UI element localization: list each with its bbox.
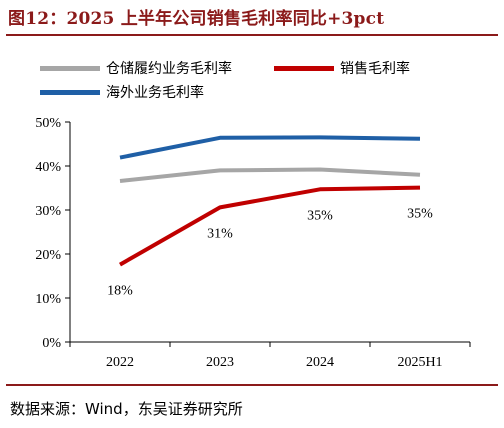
y-tick-label: 40% — [35, 160, 61, 175]
sales-data-label: 31% — [207, 226, 233, 241]
y-tick-label: 50% — [35, 116, 61, 131]
source-rule — [6, 384, 498, 386]
x-tick-label: 2025H1 — [397, 355, 442, 370]
legend-swatch-warehouse — [40, 65, 100, 71]
legend-swatch-sales — [274, 65, 334, 71]
x-tick-label: 2024 — [306, 355, 334, 370]
title-rule — [6, 34, 498, 36]
x-tick-label: 2022 — [106, 355, 134, 370]
legend-swatch-overseas — [40, 89, 100, 95]
legend-item-overseas: 海外业务毛利率 — [40, 82, 204, 102]
source-note: 数据来源：Wind，东吴证券研究所 — [10, 400, 243, 418]
y-tick-label: 30% — [35, 204, 61, 219]
overseas-margin-line — [119, 135, 421, 160]
warehouse-margin-line — [119, 167, 421, 183]
sales-data-label: 35% — [307, 208, 333, 223]
y-tick-label: 10% — [35, 292, 61, 307]
sales-data-label: 18% — [107, 284, 133, 299]
figure-title: 图12：2025 上半年公司销售毛利率同比+3pct — [8, 9, 385, 29]
legend-label-warehouse: 仓储履约业务毛利率 — [106, 61, 232, 77]
legend-item-warehouse: 仓储履约业务毛利率 — [40, 58, 232, 78]
sales-margin-line — [119, 185, 421, 267]
y-tick-label: 0% — [42, 336, 61, 351]
y-tick-label: 20% — [35, 248, 61, 263]
legend-item-sales: 销售毛利率 — [274, 58, 410, 78]
legend-label-overseas: 海外业务毛利率 — [106, 85, 204, 101]
x-tick-label: 2023 — [206, 355, 234, 370]
legend-label-sales: 销售毛利率 — [340, 61, 410, 77]
sales-data-label: 35% — [407, 207, 433, 222]
